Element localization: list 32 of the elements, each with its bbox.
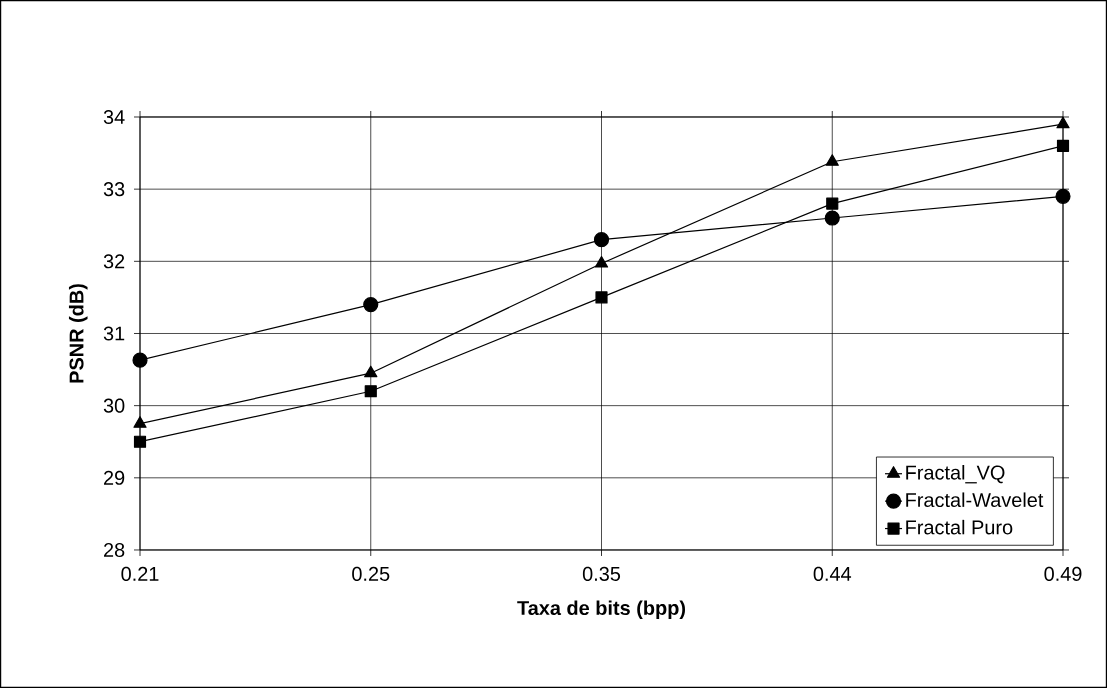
point	[132, 352, 148, 368]
x-tick-label: 0.21	[121, 566, 159, 581]
point	[826, 197, 839, 210]
point	[363, 297, 379, 313]
point	[593, 232, 610, 248]
y-axis-title: PSNR (dB)	[68, 284, 88, 383]
point	[133, 435, 147, 448]
y-tick-label: 29	[104, 470, 125, 485]
legend-label: Fractal Puro	[906, 519, 1013, 535]
x-axis-title: Taxa de bits (bpp)	[517, 600, 686, 619]
y-tick-label: 28	[104, 542, 125, 558]
point	[825, 154, 839, 166]
x-tick-label: 0.49	[1044, 566, 1082, 581]
y-tick-label: 30	[103, 398, 125, 413]
point	[594, 255, 609, 268]
point	[133, 416, 147, 428]
legend-label: Fractal-Wavelet	[906, 492, 1044, 508]
y-tick-label: 31	[103, 326, 125, 341]
x-tick-label: 0.25	[352, 566, 390, 581]
point	[1056, 139, 1070, 152]
x-tick-label: 0.35	[582, 566, 621, 581]
y-tick-label: 32	[103, 254, 125, 269]
y-tick-label: 33	[103, 182, 125, 197]
y-tick-label: 34	[103, 109, 125, 125]
point	[1055, 188, 1071, 204]
legend-label: Fractal_VQ	[906, 465, 1005, 484]
point	[1056, 116, 1070, 129]
x-tick-label: 0.44	[813, 566, 852, 581]
point	[824, 210, 840, 226]
point	[364, 385, 377, 398]
point	[364, 365, 378, 378]
point	[595, 291, 608, 304]
